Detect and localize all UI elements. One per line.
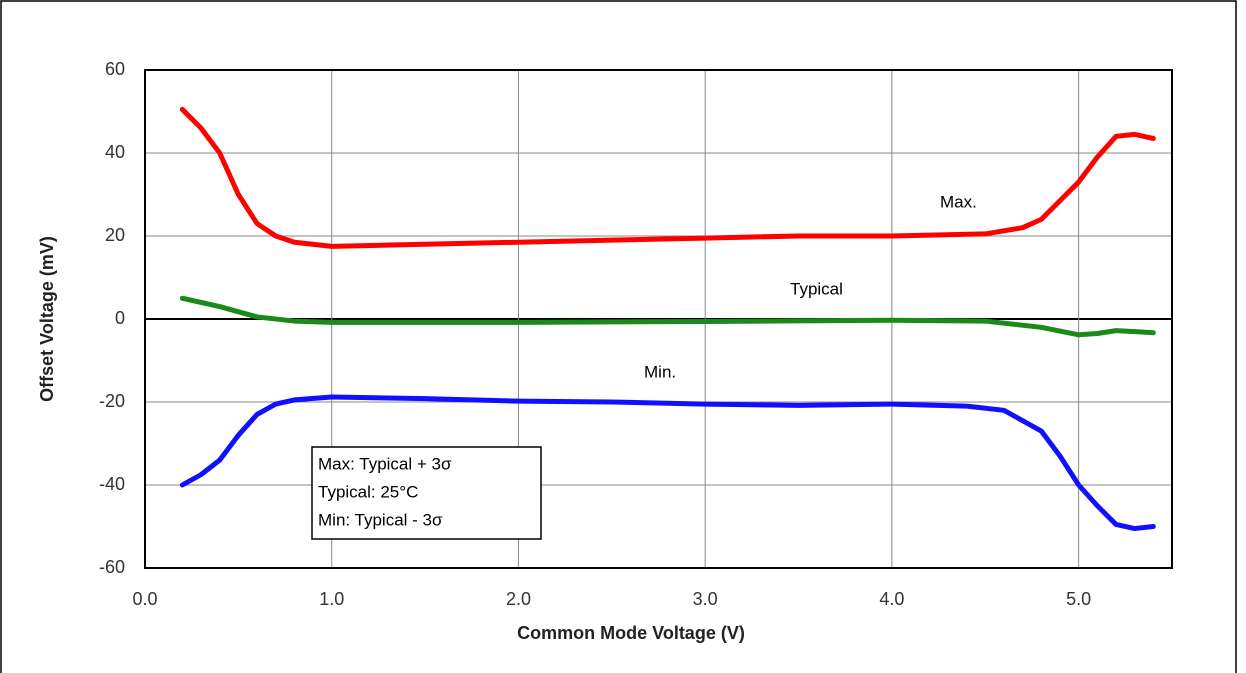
series-label: Max. — [940, 192, 977, 211]
y-tick-label: -60 — [99, 557, 125, 577]
y-tick-label: -40 — [99, 474, 125, 494]
note-line: Typical: 25°C — [318, 482, 418, 501]
series-label: Typical — [790, 279, 843, 298]
note-line: Min: Typical - 3σ — [318, 510, 443, 529]
lines — [179, 106, 1156, 532]
y-tick-label: 20 — [105, 225, 125, 245]
plot-area — [144, 69, 1173, 569]
y-tick-label: 0 — [115, 308, 125, 328]
x-axis-title: Common Mode Voltage (V) — [517, 623, 745, 643]
y-tick-label: -20 — [99, 391, 125, 411]
x-tick-label: 1.0 — [319, 589, 344, 609]
x-tick-label: 2.0 — [506, 589, 531, 609]
y-axis-title: Offset Voltage (mV) — [37, 236, 57, 402]
note-line: Max: Typical + 3σ — [318, 454, 452, 473]
data-line — [179, 394, 1156, 532]
x-tick-label: 5.0 — [1066, 589, 1091, 609]
x-tick-label: 3.0 — [693, 589, 718, 609]
series-label: Min. — [644, 362, 676, 381]
data-line — [179, 106, 1156, 249]
data-line — [179, 295, 1156, 338]
x-tick-label: 0.0 — [132, 589, 157, 609]
y-tick-label: 40 — [105, 142, 125, 162]
y-tick-label: 60 — [105, 59, 125, 79]
note-box — [311, 446, 542, 540]
x-tick-label: 4.0 — [879, 589, 904, 609]
